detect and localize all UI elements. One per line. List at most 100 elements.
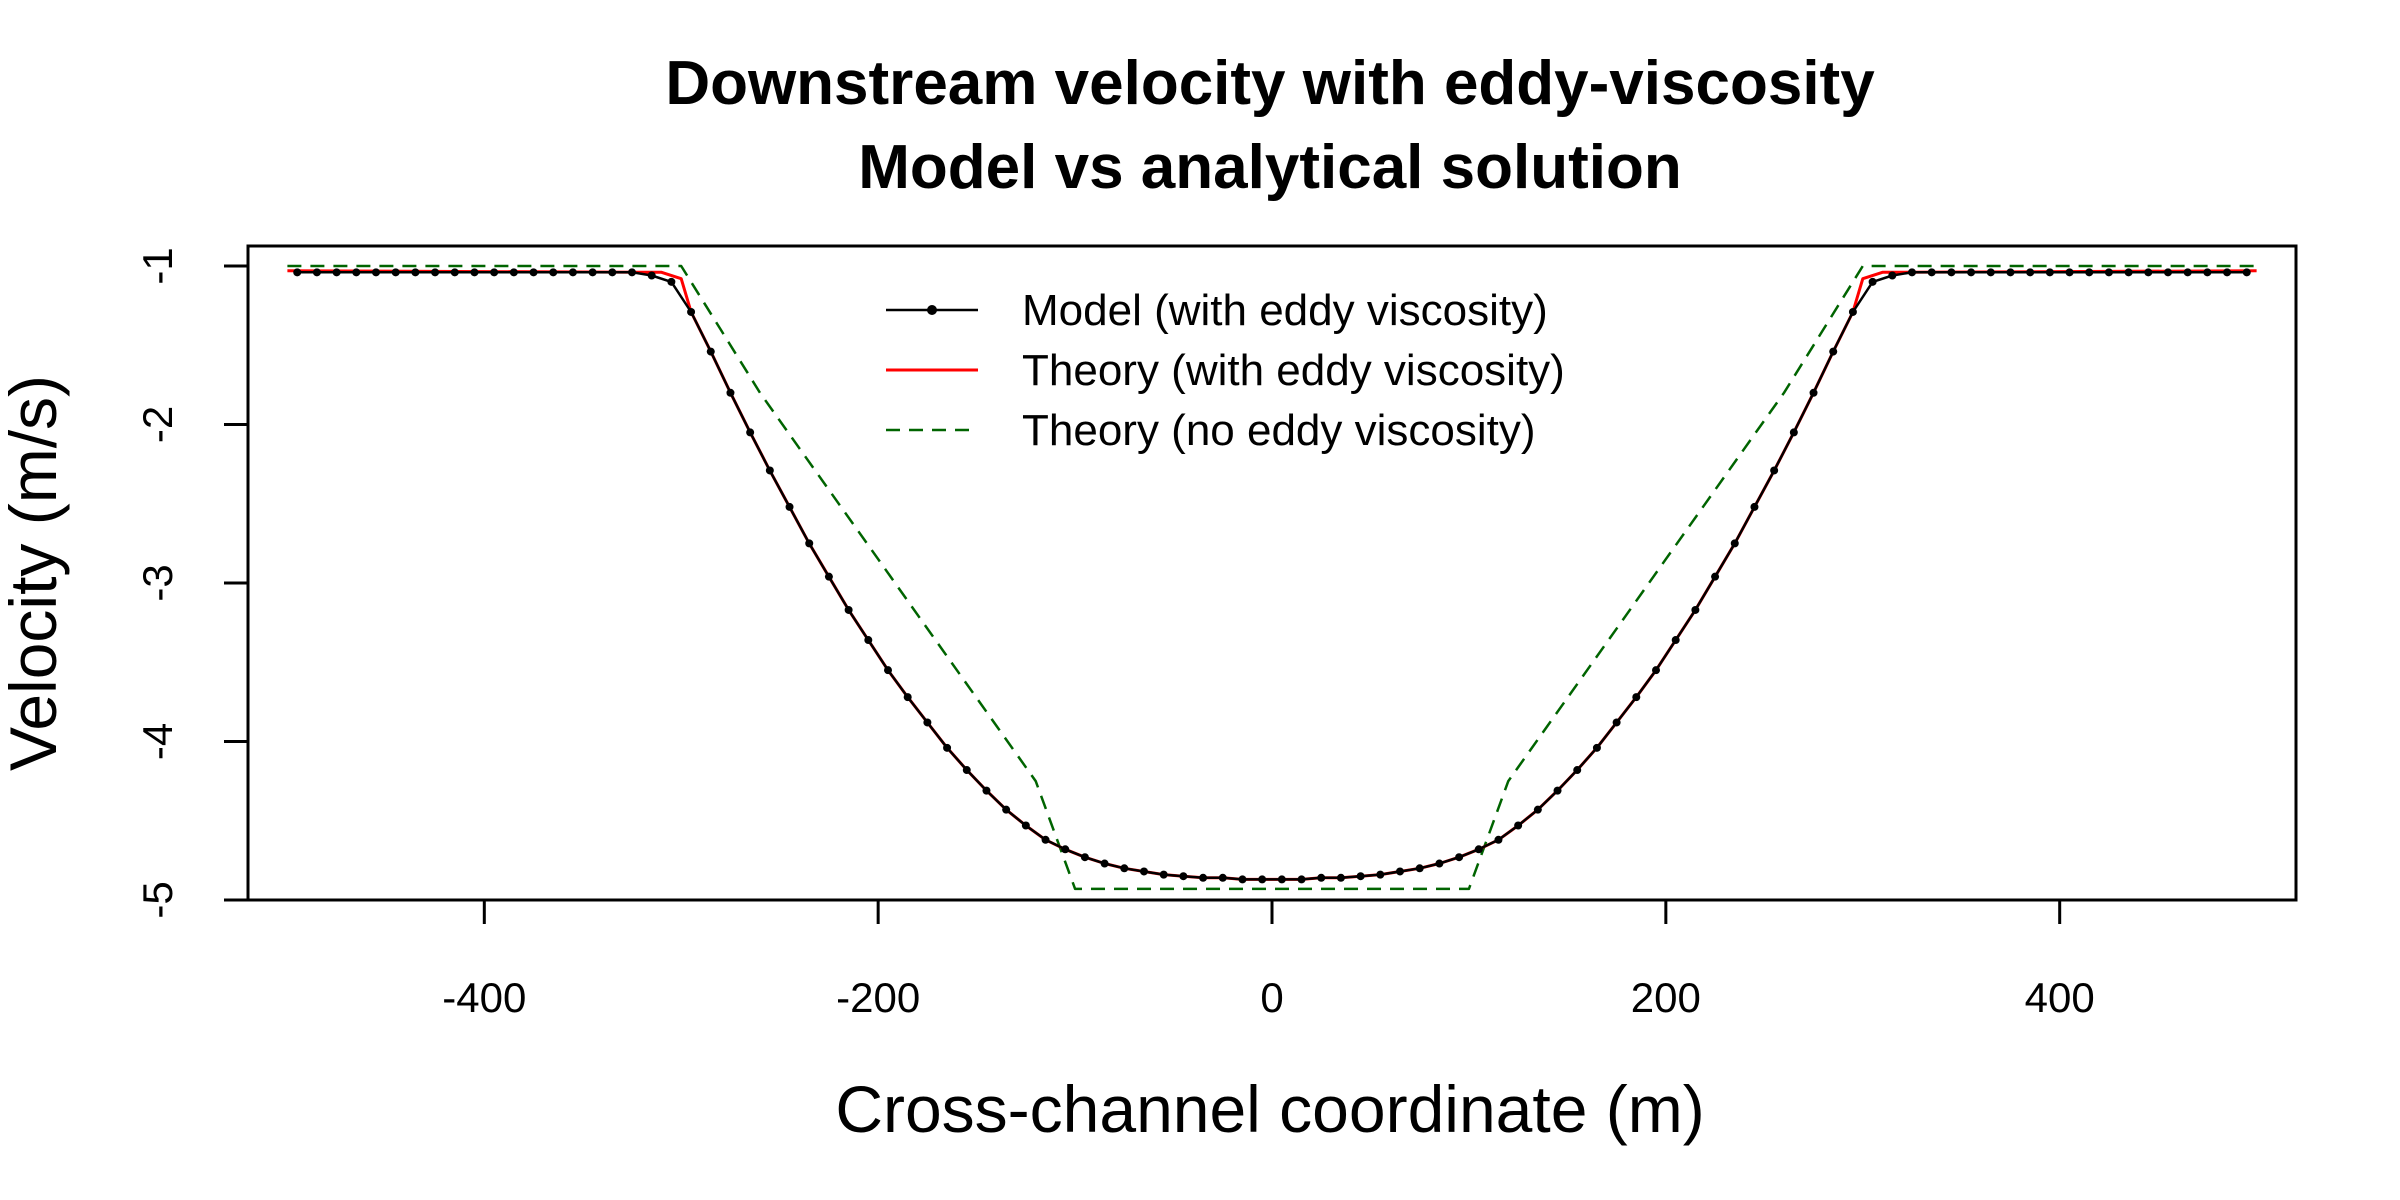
model-point (1140, 867, 1148, 876)
model-point (1691, 605, 1700, 614)
model-point (805, 539, 814, 548)
model-point (2085, 268, 2094, 277)
model-point (509, 268, 518, 277)
model-point (588, 268, 597, 277)
chart-subtitle: Model vs analytical solution (858, 133, 1681, 202)
y-tick-label: -3 (134, 564, 181, 601)
model-point (1415, 864, 1424, 873)
model-point (1750, 502, 1759, 511)
model-point (1396, 867, 1404, 876)
model-point (1435, 859, 1444, 868)
model-point (2144, 268, 2153, 277)
model-point (1711, 572, 1720, 581)
legend-point (927, 305, 937, 315)
chart-title: Downstream velocity with eddy-viscosity (665, 49, 1875, 118)
model-point (864, 636, 873, 645)
plot-frame (246, 244, 2298, 902)
model-point (1612, 718, 1621, 727)
legend-label-0: Model (with eddy viscosity) (1022, 286, 1548, 335)
model-point (312, 268, 321, 277)
model-point (1533, 805, 1542, 814)
model-point (1258, 875, 1267, 884)
model-point (431, 268, 440, 277)
model-point (1474, 845, 1483, 854)
model-point (1888, 271, 1897, 280)
model-point (411, 268, 420, 277)
model-point (1061, 845, 1070, 854)
model-point (1317, 873, 1326, 882)
model-point (1848, 307, 1857, 316)
model-point (667, 277, 676, 286)
model-point (2242, 268, 2251, 277)
model-point (765, 466, 774, 475)
x-axis: -400 -200 0 200 400 (442, 898, 2095, 1021)
model-point (903, 693, 912, 702)
y-tick-label: -4 (134, 723, 181, 760)
model-point (1277, 875, 1286, 884)
model-point (982, 786, 991, 795)
y-tick-label: -2 (134, 406, 181, 443)
model-point (2223, 268, 2232, 277)
model-point (1770, 466, 1779, 475)
model-point (608, 268, 617, 277)
x-axis-label: Cross-channel coordinate (m) (835, 1072, 1704, 1146)
model-point (1356, 872, 1365, 881)
model-point (1868, 277, 1877, 286)
series-layer (287, 264, 2257, 891)
model-point (1218, 873, 1227, 882)
model-point (2164, 268, 2172, 277)
x-tick-label: -400 (442, 974, 526, 1021)
model-point (2006, 268, 2015, 277)
model-point (706, 347, 715, 356)
model-point (1730, 539, 1739, 548)
model-point (332, 268, 341, 277)
model-point (1592, 743, 1601, 752)
model-point (490, 268, 499, 277)
model-point (824, 572, 833, 581)
y-axis-label: Velocity (m/s) (0, 375, 70, 771)
model-point (884, 666, 892, 675)
model-point (1041, 835, 1050, 844)
model-point (1829, 347, 1838, 356)
model-point (1100, 859, 1109, 868)
model-point (1514, 821, 1523, 830)
x-tick-label: 400 (2025, 974, 2095, 1021)
model-point (746, 428, 755, 437)
model-point (1967, 268, 1976, 277)
model-point (1120, 864, 1129, 873)
model-point (2124, 268, 2133, 277)
model-point (1986, 268, 1995, 277)
model-point (470, 268, 479, 277)
model-point (568, 268, 577, 277)
model-point (1908, 268, 1916, 277)
model-point (1947, 268, 1956, 277)
model-point (1238, 875, 1247, 884)
legend-label-2: Theory (no eddy viscosity) (1022, 406, 1536, 455)
model-point (1809, 388, 1818, 397)
model-point (1671, 636, 1680, 645)
y-axis: -1 -2 -3 -4 -5 (134, 247, 250, 919)
model-point (549, 268, 558, 277)
model-point (1455, 853, 1464, 862)
model-point (1021, 821, 1030, 830)
model-point (962, 766, 971, 775)
series-line-0 (297, 271, 2247, 881)
model-point (1553, 786, 1562, 795)
model-point (1199, 873, 1208, 882)
x-tick-label: 0 (1260, 974, 1283, 1021)
model-point (2045, 268, 2054, 277)
model-point (450, 268, 459, 277)
model-point (2104, 268, 2113, 277)
model-point (1002, 805, 1011, 814)
legend-label-1: Theory (with eddy viscosity) (1022, 346, 1565, 395)
model-point (785, 502, 794, 511)
model-point (352, 268, 361, 277)
x-tick-label: 200 (1631, 974, 1701, 1021)
y-tick-label: -1 (134, 247, 181, 284)
model-point (687, 307, 696, 316)
model-point (391, 268, 400, 277)
model-point (2026, 268, 2035, 277)
model-point (844, 605, 853, 614)
model-point (2183, 268, 2192, 277)
